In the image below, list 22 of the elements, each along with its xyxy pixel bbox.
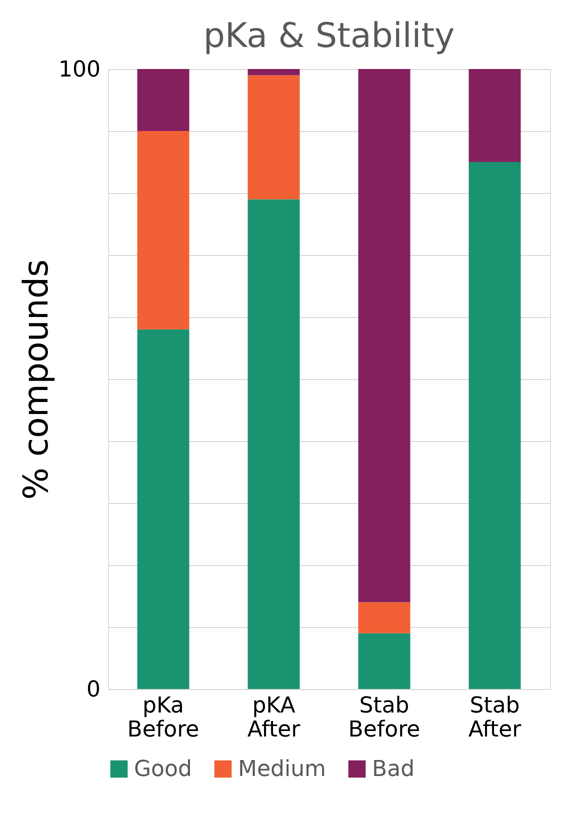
bar — [468, 69, 521, 162]
legend-label: Bad — [372, 757, 415, 782]
x-tick-label: Stab After — [468, 694, 522, 742]
bar — [137, 131, 190, 330]
x-tick-label: pKA After — [247, 694, 302, 742]
y-tick-label: 0 — [86, 678, 100, 702]
legend-label: Medium — [238, 757, 326, 782]
chart-title: pKa & Stability — [203, 16, 455, 56]
x-tick-label: pKa Before — [127, 694, 200, 742]
bar — [137, 69, 190, 131]
y-axis-title: % compounds — [16, 259, 57, 500]
bar — [248, 199, 300, 689]
bar — [248, 69, 300, 76]
bar — [358, 602, 410, 634]
bar — [248, 75, 300, 200]
bar — [468, 162, 521, 689]
bar — [358, 633, 410, 689]
x-tick-label: Stab Before — [348, 694, 420, 742]
bar — [358, 69, 410, 602]
bar — [137, 329, 190, 689]
legend-label: Good — [134, 757, 192, 782]
y-tick-label: 100 — [58, 58, 100, 82]
